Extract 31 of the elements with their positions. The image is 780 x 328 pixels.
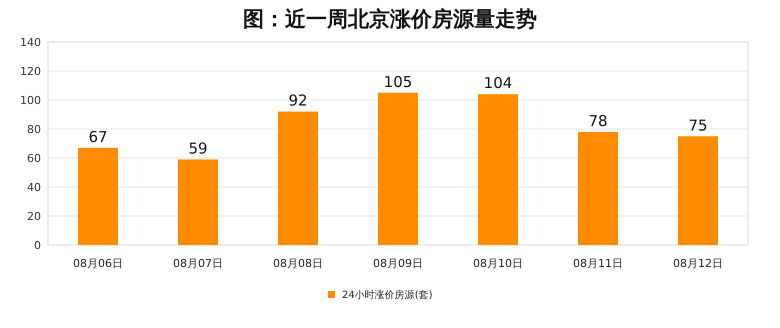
x-tick-label: 08月12日 (673, 257, 723, 270)
bar (178, 159, 218, 245)
y-tick-label: 0 (34, 239, 41, 252)
bar (678, 136, 718, 245)
data-label: 59 (188, 139, 208, 158)
y-tick-label: 120 (20, 65, 41, 78)
x-tick-label: 08月10日 (473, 257, 523, 270)
data-label: 92 (288, 92, 308, 110)
legend-label: 24小时涨价房源(套) (342, 289, 433, 301)
y-tick-label: 60 (27, 152, 41, 165)
x-tick-label: 08月08日 (273, 257, 323, 270)
bar (278, 112, 318, 245)
data-label: 75 (688, 116, 708, 134)
data-label: 104 (484, 74, 512, 92)
bar (78, 148, 118, 245)
x-tick-label: 08月07日 (173, 257, 223, 270)
y-tick-label: 100 (20, 94, 41, 107)
y-tick-label: 80 (27, 123, 41, 136)
data-label: 78 (588, 112, 608, 130)
data-label: 67 (88, 128, 108, 146)
y-tick-label: 140 (20, 36, 41, 49)
data-label: 105 (384, 72, 412, 91)
bar (478, 94, 518, 245)
chart-title: 图：近一周北京涨价房源量走势 (243, 7, 537, 31)
y-tick-label: 20 (27, 210, 41, 223)
x-tick-label: 08月11日 (573, 257, 623, 270)
bar (378, 92, 418, 245)
bar (578, 132, 618, 245)
x-tick-label: 08月09日 (373, 257, 423, 270)
y-tick-label: 40 (27, 181, 41, 194)
x-tick-label: 08月06日 (73, 257, 123, 270)
